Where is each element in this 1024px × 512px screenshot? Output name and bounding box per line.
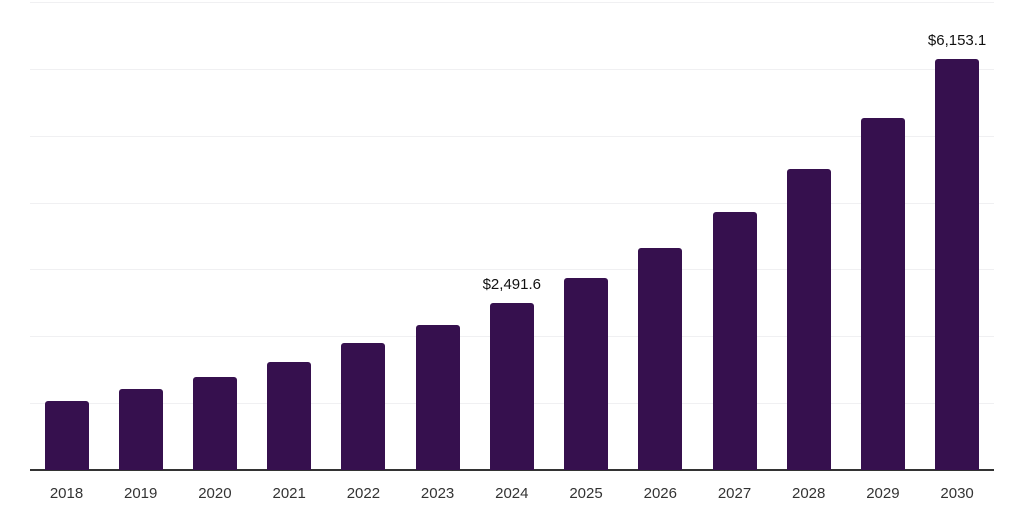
bar-value-label-2030: $6,153.1 xyxy=(927,31,987,49)
x-tick-label-2020: 2020 xyxy=(198,485,232,502)
x-tick-label-2027: 2027 xyxy=(717,485,752,502)
x-tick-label-2026: 2026 xyxy=(643,485,677,502)
bar-2023 xyxy=(415,324,460,470)
gridline xyxy=(30,135,994,137)
bar-2028 xyxy=(786,169,831,470)
x-tick-label-2028: 2028 xyxy=(792,485,826,502)
bar-2022 xyxy=(341,343,386,470)
bar-2027 xyxy=(712,212,757,470)
x-tick-label-2019: 2019 xyxy=(124,485,158,502)
bar-2024 xyxy=(489,303,534,470)
x-tick-label-2024: 2024 xyxy=(495,485,529,502)
x-tick-label-2021: 2021 xyxy=(272,485,306,502)
gridline xyxy=(30,269,994,271)
bar-2019 xyxy=(118,389,163,470)
x-tick-label-2022: 2022 xyxy=(346,485,381,502)
x-tick-label-2023: 2023 xyxy=(420,485,455,502)
bar-2026 xyxy=(638,247,683,470)
bar-2018 xyxy=(44,400,89,470)
bar-2030 xyxy=(935,58,980,470)
bar-value-label-2024: $2,491.6 xyxy=(482,276,541,294)
gridline xyxy=(30,202,994,204)
gridline xyxy=(30,68,994,70)
bar-2020 xyxy=(192,376,237,470)
x-tick-label-2029: 2029 xyxy=(866,485,900,502)
bar-2025 xyxy=(564,277,608,470)
gridline xyxy=(30,2,994,3)
x-tick-label-2030: 2030 xyxy=(940,485,974,502)
bar-2021 xyxy=(267,361,312,470)
x-tick-label-2025: 2025 xyxy=(569,485,603,502)
bar-2029 xyxy=(860,118,905,470)
x-tick-label-2018: 2018 xyxy=(49,485,84,502)
